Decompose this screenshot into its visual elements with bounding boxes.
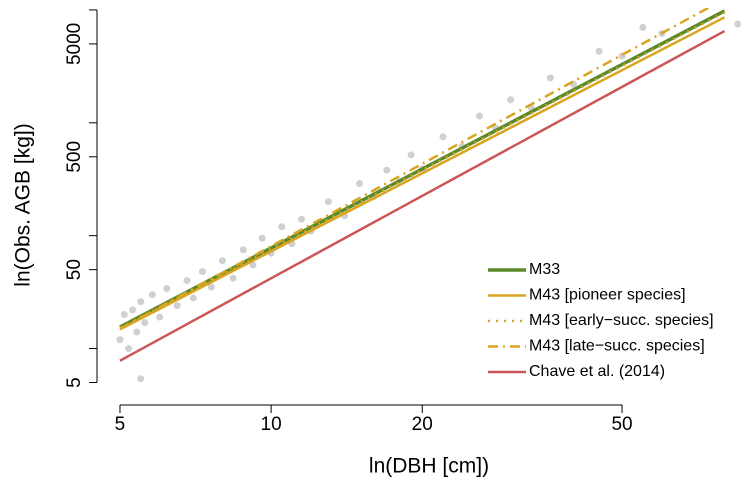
point — [239, 246, 247, 254]
point — [298, 215, 306, 223]
x-tick-label: 50 — [611, 414, 632, 435]
point — [324, 198, 332, 206]
fit-line — [119, 29, 726, 362]
point — [439, 133, 447, 141]
point — [141, 319, 149, 327]
point — [183, 277, 191, 285]
y-tick-label: 5000 — [64, 23, 85, 65]
point — [595, 47, 603, 55]
lines-layer — [119, 8, 726, 362]
point — [218, 257, 226, 265]
x-tick-label: 10 — [261, 414, 282, 435]
point — [173, 302, 181, 310]
point — [475, 112, 483, 120]
point — [125, 345, 133, 353]
legend-label: M43 [pioneer species] — [529, 287, 686, 304]
y-tick-label: 5 — [64, 377, 85, 388]
fit-line — [119, 8, 711, 330]
point — [229, 274, 237, 282]
point — [407, 151, 415, 159]
y-tick-label: 500 — [64, 141, 85, 173]
point — [507, 96, 515, 104]
point — [116, 336, 124, 344]
x-axis-title: ln(DBH [cm]) — [369, 455, 489, 478]
x-tick-label: 5 — [115, 414, 126, 435]
point — [356, 179, 364, 187]
point — [546, 74, 554, 82]
point — [639, 23, 647, 31]
point — [734, 20, 742, 28]
fit-line — [119, 16, 726, 331]
point — [133, 328, 141, 336]
point — [383, 166, 391, 174]
point — [137, 298, 145, 306]
point — [278, 223, 286, 231]
point — [129, 306, 137, 314]
point — [207, 283, 215, 291]
fit-line — [119, 11, 726, 330]
point — [163, 285, 171, 293]
point — [156, 313, 164, 321]
y-axis-title: ln(Obs. AGB [kg]) — [12, 123, 35, 286]
point — [249, 261, 257, 269]
x-tick-label: 20 — [412, 414, 433, 435]
point — [137, 375, 145, 383]
y-tick-label: 50 — [64, 259, 85, 280]
point — [189, 294, 197, 302]
legend-label: M43 [late−succ. species] — [529, 338, 705, 355]
legend-label: M43 [early−succ. species] — [529, 312, 714, 329]
point — [148, 291, 156, 299]
point — [198, 268, 206, 276]
point — [258, 234, 266, 242]
legend-label: M33 — [529, 261, 560, 278]
legend-label: Chave et al. (2014) — [529, 363, 665, 380]
point — [120, 311, 128, 319]
